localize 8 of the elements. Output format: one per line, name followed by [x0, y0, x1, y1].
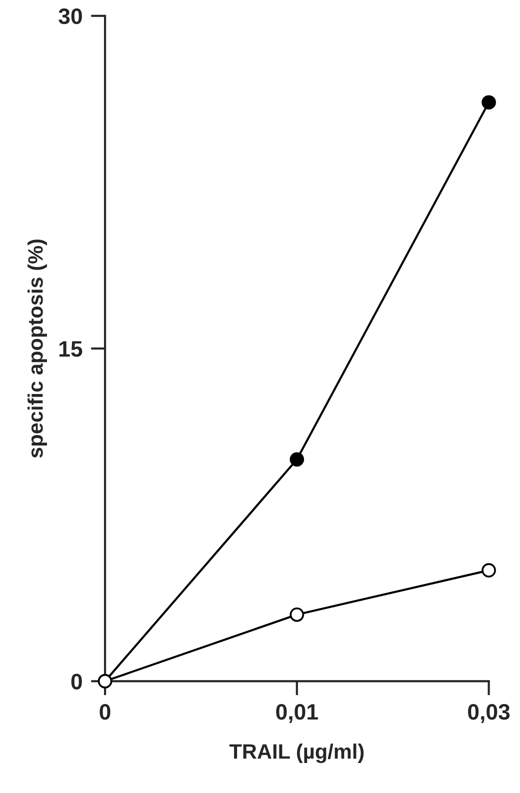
x-tick-label: 0: [100, 704, 110, 720]
y-axis-title: specific apoptosis (%): [28, 240, 47, 458]
y-tick-label: 0: [71, 674, 82, 690]
x-axis-title: TRAIL (µg/ml): [229, 744, 364, 764]
y-tick-label: 30: [58, 8, 82, 24]
x-tick-label: 0,03: [468, 704, 510, 723]
y-tick-label: 15: [60, 341, 82, 357]
x-tick-label: 0,01: [276, 704, 318, 723]
